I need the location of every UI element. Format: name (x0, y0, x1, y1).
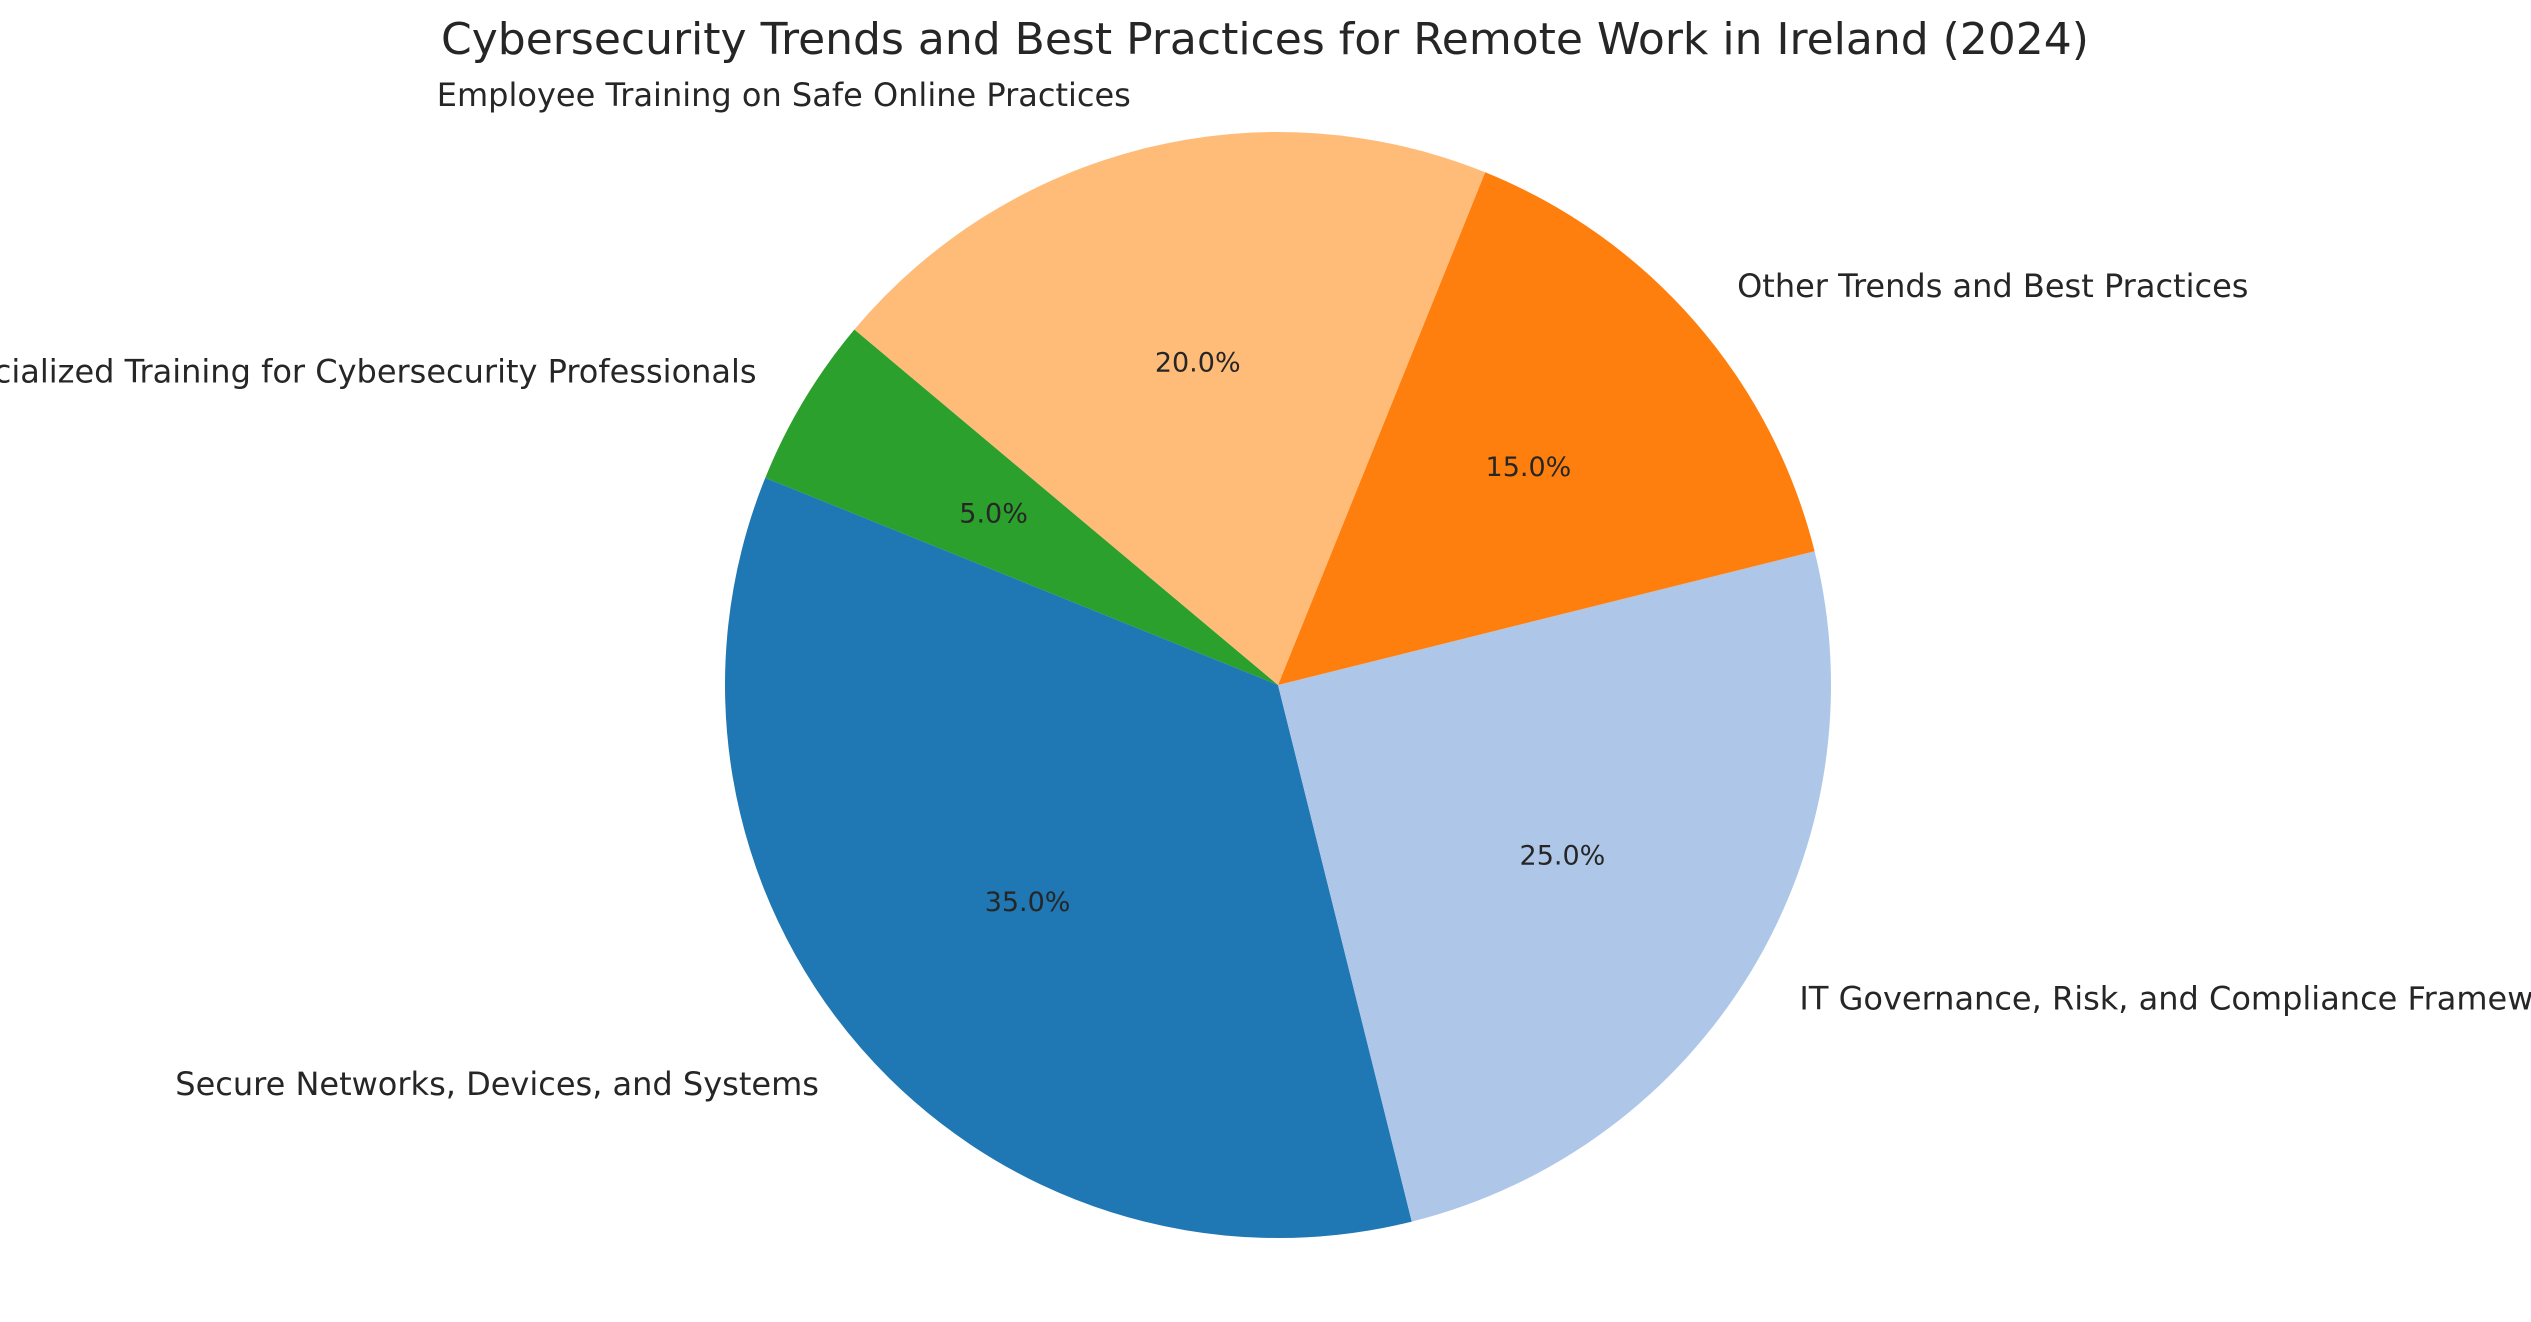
pie-slice-specialized-training-for-cybersecurity-professionals (765, 329, 1278, 685)
category-label-secure-networks-devices-and-systems: Secure Networks, Devices, and Systems (175, 1065, 819, 1103)
percentage-label-employee-training-on-safe-online-practices: 20.0% (1155, 348, 1241, 379)
percentage-label-specialized-training-for-cybersecurity-professionals: 5.0% (959, 499, 1028, 530)
percentage-labels: 5.0% 35.0% 25.0% 15.0% 20.0% (959, 348, 1605, 919)
category-label-employee-training-on-safe-online-practices: Employee Training on Safe Online Practic… (437, 76, 1131, 114)
pie-slice-other-trends-and-best-practices (1278, 172, 1815, 685)
category-label-it-governance-risk-and-compliance-frameworks: IT Governance, Risk, and Compliance Fram… (1799, 979, 2531, 1017)
category-label-other-trends-and-best-practices: Other Trends and Best Practices (1737, 267, 2248, 305)
category-labels: Specialized Training for Cybersecurity P… (0, 76, 2531, 1103)
category-label-specialized-training-for-cybersecurity-professionals: Specialized Training for Cybersecurity P… (0, 353, 757, 391)
percentage-label-it-governance-risk-and-compliance-frameworks: 25.0% (1520, 840, 1606, 871)
percentage-label-secure-networks-devices-and-systems: 35.0% (985, 887, 1071, 918)
pie-slice-it-governance-risk-and-compliance-frameworks (1278, 551, 1831, 1222)
chart-title: Cybersecurity Trends and Best Practices … (441, 14, 2089, 65)
percentage-label-other-trends-and-best-practices: 15.0% (1486, 452, 1572, 483)
pie-slice-employee-training-on-safe-online-practices (854, 132, 1486, 685)
pie-slices (725, 132, 1831, 1238)
pie-slice-secure-networks-devices-and-systems (725, 477, 1412, 1238)
